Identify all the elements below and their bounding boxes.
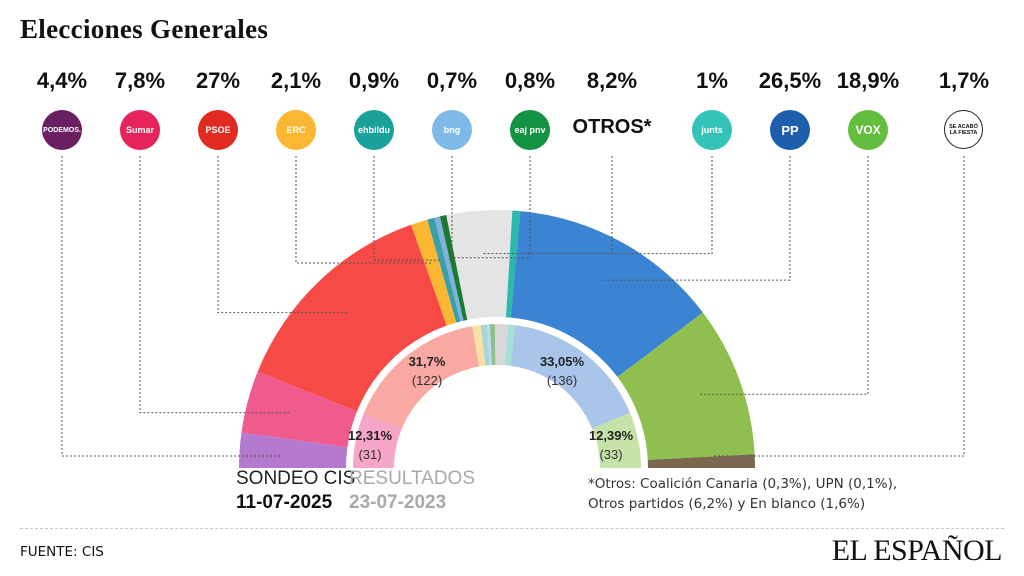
leader-junts xyxy=(513,156,713,255)
leader-podemos xyxy=(61,156,283,457)
pct-fiesta: 1,7% xyxy=(938,68,990,93)
logo-junts: junts xyxy=(692,110,732,150)
inner-slice-vox xyxy=(592,411,644,468)
logo-otros: OTROS* xyxy=(572,116,652,138)
chart-title: Elecciones Generales xyxy=(20,14,269,44)
outer-slice-bng xyxy=(434,216,465,325)
inner-label-pct-sumar: 12,31% xyxy=(348,428,393,443)
leader-pp xyxy=(601,156,791,281)
inner-slice-sumar xyxy=(350,411,402,468)
inner-label-pct-pp: 33,05% xyxy=(540,354,585,369)
inner-label-seats-pp: (136) xyxy=(547,373,577,388)
inner-label-seats-sumar: (31) xyxy=(358,447,381,462)
leader-pnv xyxy=(452,156,531,259)
logo-pnv: eaj pnv xyxy=(510,110,550,150)
outer-slice-psoe xyxy=(257,224,448,413)
pct-pp: 26,5% xyxy=(758,68,822,93)
pct-pnv: 0,8% xyxy=(504,68,556,93)
leader-erc xyxy=(295,156,433,264)
pct-bng: 0,7% xyxy=(426,68,478,93)
inner-label-pct-psoe: 31,7% xyxy=(409,354,446,369)
logo-vox: VOX xyxy=(848,110,888,150)
outer-slice-se-acabó-la-fiesta xyxy=(644,454,755,468)
pct-otros: 8,2% xyxy=(586,68,638,93)
leader-fiesta xyxy=(711,156,965,457)
pct-sumar: 7,8% xyxy=(114,68,166,93)
inner-slice-bng xyxy=(486,321,492,366)
outer-slice-eh-bildu xyxy=(427,217,462,326)
brand-logo: EL ESPAÑOL xyxy=(831,534,1003,567)
outer-caption-line1: SONDEO CIS xyxy=(236,468,356,489)
inner-caption-line1: RESULTADOS xyxy=(349,468,475,489)
pct-junts: 1% xyxy=(696,68,728,93)
outer-slice-otros xyxy=(446,210,513,323)
others-footnote: *Otros: Coalición Canaria (0,3%), UPN (0… xyxy=(588,476,898,512)
outer-slice-vox xyxy=(615,312,755,461)
inner-slice-eh-bildu xyxy=(480,321,490,366)
footer-divider xyxy=(20,528,1004,529)
outer-slice-podemos xyxy=(239,432,351,468)
logo-pp: PP xyxy=(770,110,810,150)
logo-erc: ERC xyxy=(276,110,316,150)
logo-ehbildu: ehbildu xyxy=(354,110,394,150)
logo-psoe: PSOE xyxy=(198,110,238,150)
leader-ehbildu xyxy=(373,156,442,261)
inner-label-pct-vox: 12,39% xyxy=(589,428,634,443)
source-label: FUENTE: CIS xyxy=(20,544,104,560)
inner-slice-pnv xyxy=(489,321,496,366)
pct-psoe: 27% xyxy=(195,68,241,93)
pct-erc: 2,1% xyxy=(270,68,322,93)
inner-caption-line2: 23-07-2023 xyxy=(349,492,447,513)
logo-fiesta: SE ACABÓ LA FIESTA xyxy=(944,110,983,149)
outer-slice-pp xyxy=(510,211,703,379)
logo-podemos: PODEMOS. xyxy=(42,110,82,150)
pct-podemos: 4,4% xyxy=(36,68,88,93)
inner-slice-otros xyxy=(494,321,509,366)
outer-caption-line2: 11-07-2025 xyxy=(236,492,333,513)
inner-label-seats-psoe: (122) xyxy=(412,373,442,388)
inner-slice-erc xyxy=(471,321,486,367)
logo-bng: bng xyxy=(432,110,472,150)
inner-slice-psoe xyxy=(361,323,480,429)
inner-label-seats-vox: (33) xyxy=(599,447,622,462)
outer-slice-pnv xyxy=(439,215,468,324)
logo-sumar: Sumar xyxy=(120,110,160,150)
outer-slice-erc xyxy=(411,219,458,329)
leader-psoe xyxy=(217,156,349,314)
pct-vox: 18,9% xyxy=(836,68,900,93)
outer-slice-junts xyxy=(505,210,521,321)
inner-slice-pp xyxy=(510,322,633,429)
inner-slice-junts xyxy=(504,321,516,366)
leader-sumar xyxy=(139,156,290,414)
pct-ehbildu: 0,9% xyxy=(348,68,400,93)
outer-slice-sumar xyxy=(241,371,360,448)
